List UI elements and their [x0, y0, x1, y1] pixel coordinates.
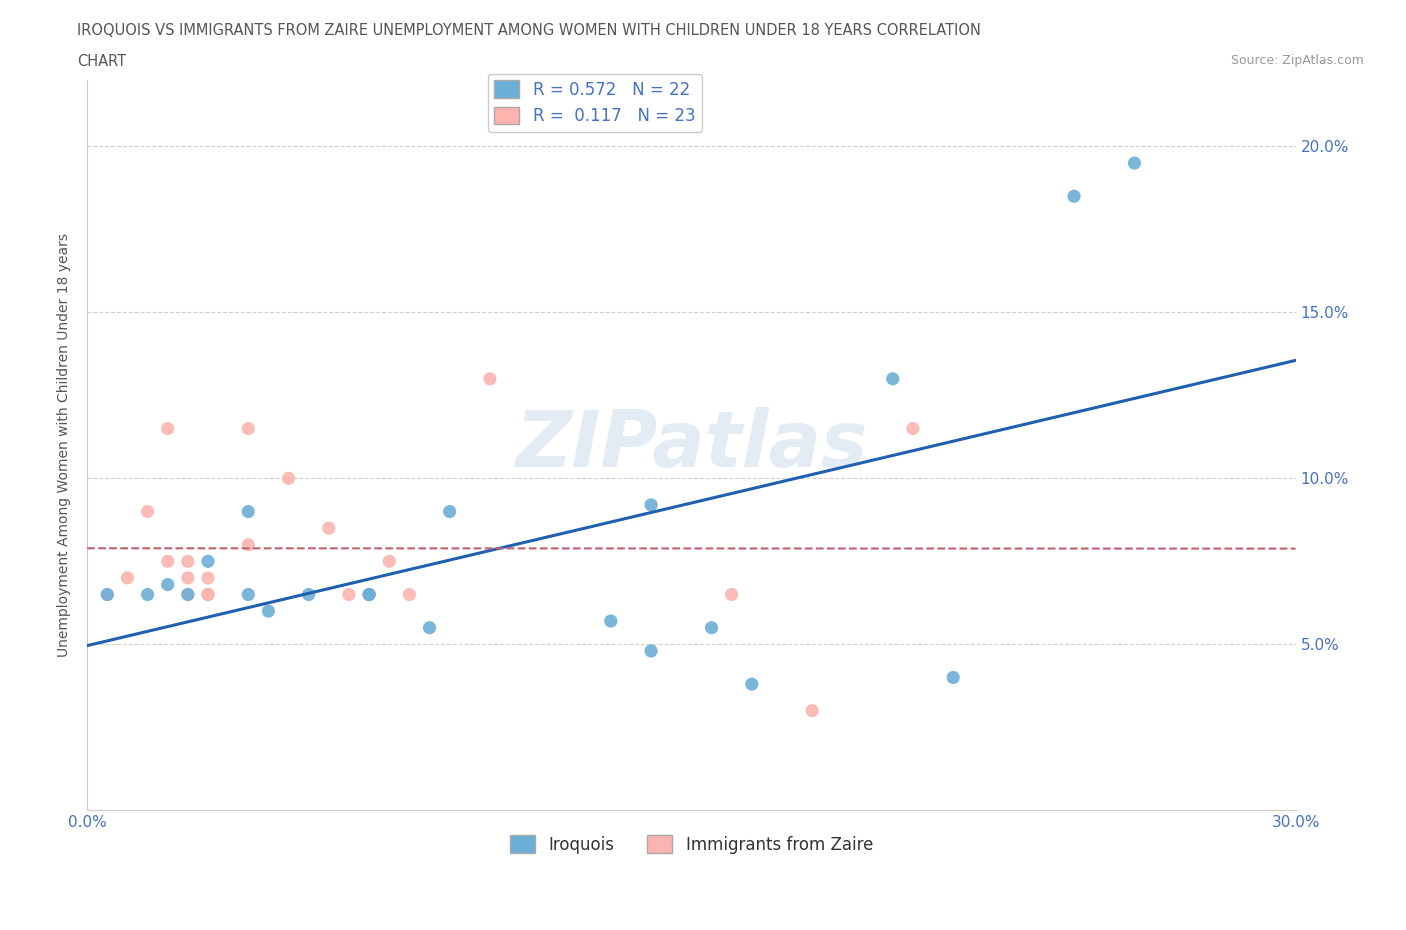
Point — [257, 604, 280, 618]
Point — [439, 504, 461, 519]
Point — [117, 570, 139, 585]
Point — [801, 703, 824, 718]
Point — [359, 587, 381, 602]
Point — [277, 471, 299, 485]
Point — [640, 498, 662, 512]
Point — [901, 421, 924, 436]
Point — [197, 587, 219, 602]
Point — [238, 421, 260, 436]
Point — [197, 587, 219, 602]
Point — [238, 504, 260, 519]
Point — [1063, 189, 1085, 204]
Point — [398, 587, 420, 602]
Point — [1123, 155, 1146, 170]
Point — [741, 677, 763, 692]
Legend: Iroquois, Immigrants from Zaire: Iroquois, Immigrants from Zaire — [503, 829, 880, 860]
Point — [359, 587, 381, 602]
Point — [177, 587, 200, 602]
Point — [96, 587, 118, 602]
Point — [197, 554, 219, 569]
Point — [177, 570, 200, 585]
Text: CHART: CHART — [77, 54, 127, 69]
Point — [882, 371, 904, 386]
Point — [238, 538, 260, 552]
Text: IROQUOIS VS IMMIGRANTS FROM ZAIRE UNEMPLOYMENT AMONG WOMEN WITH CHILDREN UNDER 1: IROQUOIS VS IMMIGRANTS FROM ZAIRE UNEMPL… — [77, 23, 981, 38]
Point — [599, 614, 621, 629]
Point — [298, 587, 321, 602]
Point — [419, 620, 441, 635]
Point — [238, 587, 260, 602]
Point — [177, 554, 200, 569]
Point — [136, 504, 159, 519]
Point — [177, 587, 200, 602]
Text: Source: ZipAtlas.com: Source: ZipAtlas.com — [1230, 54, 1364, 67]
Y-axis label: Unemployment Among Women with Children Under 18 years: Unemployment Among Women with Children U… — [58, 233, 72, 658]
Point — [136, 587, 159, 602]
Point — [942, 670, 965, 684]
Point — [318, 521, 340, 536]
Point — [156, 554, 179, 569]
Point — [478, 371, 501, 386]
Point — [640, 644, 662, 658]
Point — [197, 570, 219, 585]
Point — [156, 578, 179, 592]
Point — [359, 587, 381, 602]
Point — [720, 587, 742, 602]
Point — [96, 587, 118, 602]
Text: ZIPatlas: ZIPatlas — [515, 407, 868, 484]
Point — [337, 587, 360, 602]
Point — [700, 620, 723, 635]
Point — [378, 554, 401, 569]
Point — [156, 421, 179, 436]
